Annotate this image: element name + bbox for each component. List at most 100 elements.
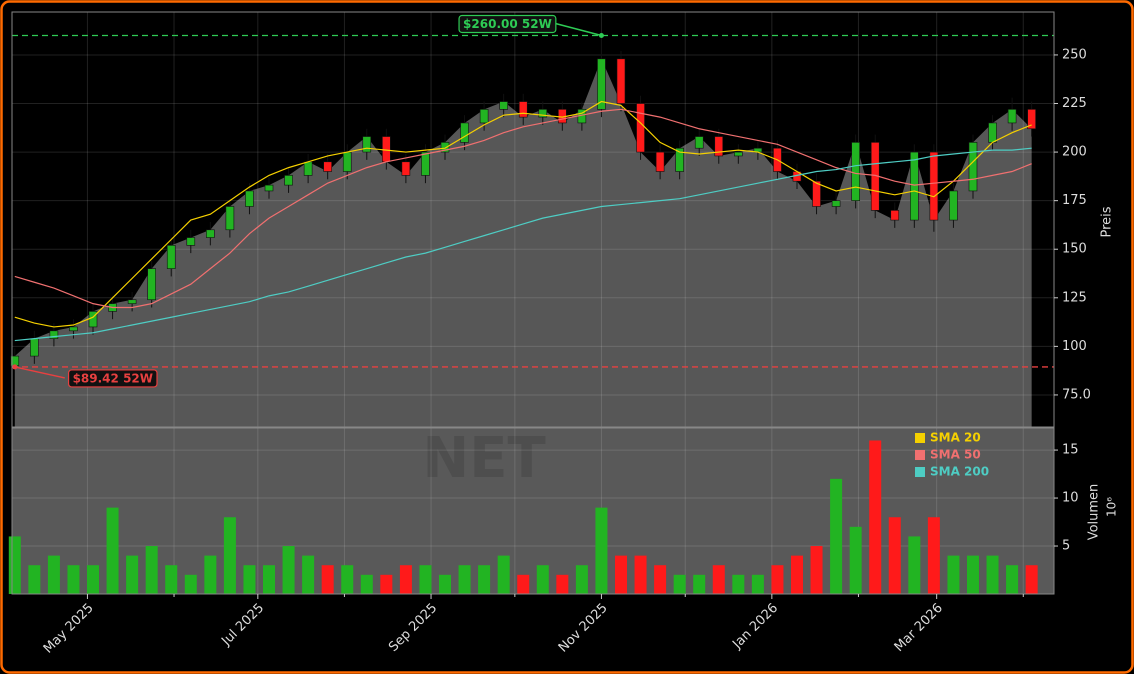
volume-bar xyxy=(341,565,354,594)
candle-body xyxy=(1007,109,1017,124)
volume-bar xyxy=(966,555,979,594)
volume-bar xyxy=(184,574,197,594)
volume-bar xyxy=(106,507,119,594)
candle-body xyxy=(616,58,626,104)
candle-body xyxy=(166,245,176,269)
candle-body xyxy=(734,151,743,157)
legend-swatch xyxy=(915,433,925,443)
volume-bar xyxy=(380,574,393,594)
legend-label: SMA 20 xyxy=(930,431,981,445)
legend-label: SMA 200 xyxy=(930,465,989,479)
volume-bar xyxy=(869,440,882,594)
volume-bar xyxy=(654,565,667,594)
volume-bar xyxy=(321,565,334,594)
y-tick-label: 175 xyxy=(1062,193,1087,208)
candle-body xyxy=(988,122,997,143)
candle-body xyxy=(323,161,332,172)
volume-bar xyxy=(263,565,276,594)
y-tick-label: 250 xyxy=(1062,47,1087,62)
candle-body xyxy=(831,200,841,207)
candle-body xyxy=(655,151,665,172)
annotation-label: $89.42 52W xyxy=(73,371,153,385)
y-tick-label: 5 xyxy=(1062,539,1070,554)
volume-bar xyxy=(497,555,510,594)
volume-bar xyxy=(693,574,706,594)
volume-bar xyxy=(751,574,764,594)
watermark-symbol: NET xyxy=(422,426,545,491)
volume-bar xyxy=(360,574,373,594)
candle-body xyxy=(675,147,684,172)
legend-label: SMA 50 xyxy=(930,448,981,462)
candle-body xyxy=(1027,109,1036,130)
volume-scale: 10⁶ xyxy=(1105,497,1119,517)
candle-body xyxy=(518,101,528,118)
candle-body xyxy=(968,142,978,192)
volume-bar xyxy=(204,555,217,594)
candle-body xyxy=(382,136,391,163)
volume-bar xyxy=(223,517,236,594)
y-tick-label: 225 xyxy=(1062,96,1087,111)
volume-bar xyxy=(165,565,178,594)
candle-body xyxy=(440,142,450,153)
volume-bar xyxy=(282,546,295,594)
candle-body xyxy=(284,175,293,186)
candle-body xyxy=(910,151,919,221)
annotation-arrowhead xyxy=(12,364,18,370)
candle-body xyxy=(362,136,372,153)
annotation-label: $260.00 52W xyxy=(463,17,552,31)
volume-bar xyxy=(517,574,530,594)
candle-body xyxy=(949,190,958,221)
volume-bar xyxy=(478,565,491,594)
sma-line xyxy=(14,108,1032,309)
volume-bar xyxy=(986,555,999,594)
volume-bar xyxy=(399,565,412,594)
volume-bar xyxy=(47,555,60,594)
volume-bar xyxy=(67,565,80,594)
candle-body xyxy=(225,206,235,231)
volume-bar xyxy=(1025,565,1038,594)
volume-bar xyxy=(419,565,432,594)
volume-bar xyxy=(790,555,803,594)
candle-body xyxy=(49,330,59,339)
volume-bar xyxy=(8,536,21,594)
y-tick-label: 10 xyxy=(1062,491,1079,506)
candle-body xyxy=(421,151,430,176)
y-tick-label: 150 xyxy=(1062,242,1087,257)
candle-body xyxy=(342,151,352,172)
volume-bar xyxy=(556,574,569,594)
candle-body xyxy=(264,184,274,192)
volume-bar xyxy=(673,574,686,594)
volume-frame xyxy=(11,427,1055,595)
candle-body xyxy=(812,180,821,207)
candle-body xyxy=(538,109,548,118)
candle-body xyxy=(245,190,254,207)
volume-bar xyxy=(87,565,100,594)
volume-axis-label: Volumen xyxy=(1087,484,1102,541)
annotation-arrow xyxy=(14,366,65,379)
y-tick-label: 75.0 xyxy=(1062,387,1091,402)
volume-bar xyxy=(302,555,315,594)
y-tick-label: 15 xyxy=(1062,443,1079,458)
volume-bar xyxy=(634,555,647,594)
y-tick-label: 100 xyxy=(1062,339,1087,354)
volume-bar xyxy=(614,555,627,594)
sma-line xyxy=(14,147,1032,342)
volume-bar xyxy=(243,565,256,594)
sma-line xyxy=(14,100,1032,328)
price-area xyxy=(14,58,1032,428)
candle-body xyxy=(714,136,724,157)
candle-body xyxy=(303,161,313,176)
annotation-box xyxy=(67,369,158,388)
y-axis-label: Preis xyxy=(1100,206,1115,237)
candle-body xyxy=(597,58,606,110)
volume-bar xyxy=(888,517,901,594)
candle-body xyxy=(401,161,411,176)
volume-bar xyxy=(908,536,921,594)
volume-bar xyxy=(1006,565,1019,594)
candle-body xyxy=(479,109,489,124)
candle-body xyxy=(499,101,508,110)
y-tick-label: 200 xyxy=(1062,145,1087,160)
volume-bar xyxy=(458,565,471,594)
